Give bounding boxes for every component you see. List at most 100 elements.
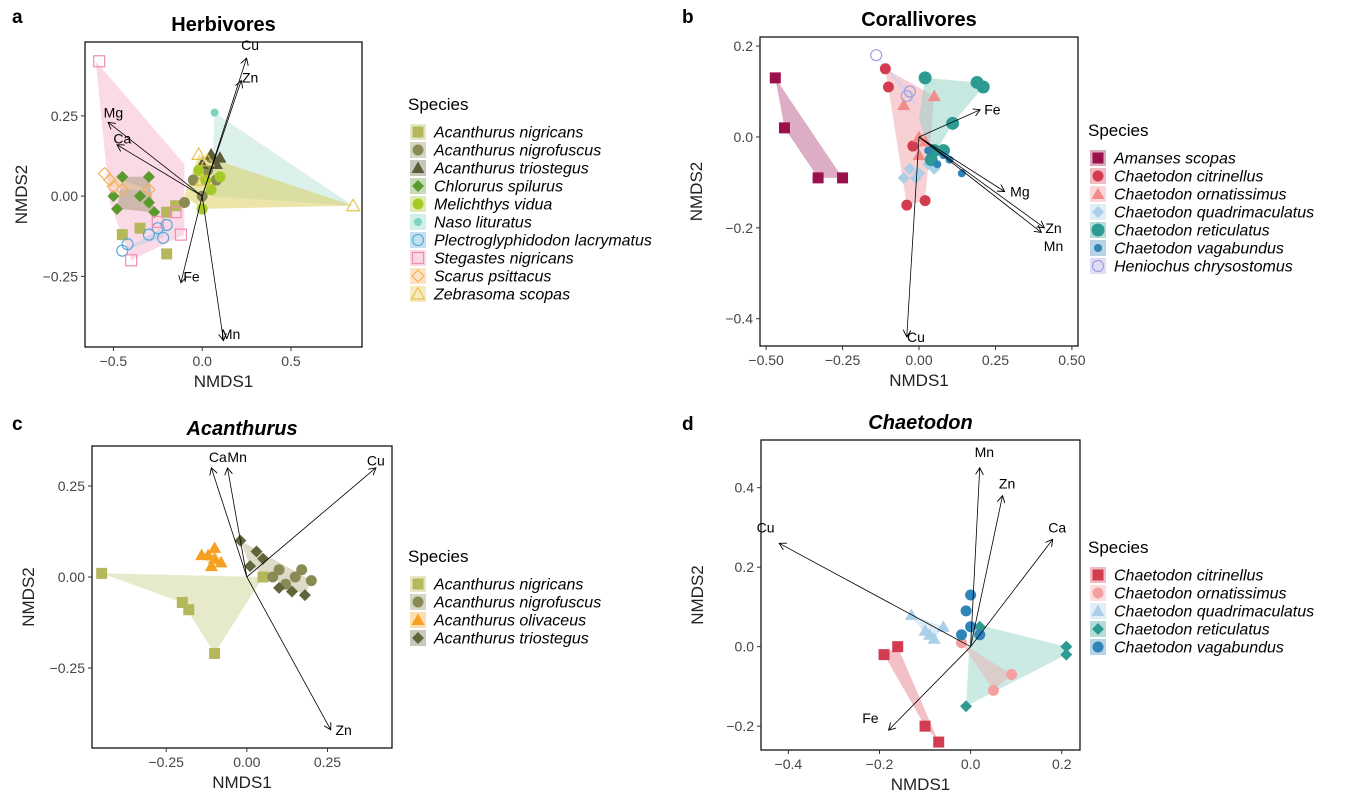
- vector-arrow: [227, 468, 248, 578]
- data-point: [151, 222, 164, 235]
- vector-arrow: [201, 81, 241, 197]
- legend-item: Plectroglyphidodon lacrymatus: [434, 233, 652, 250]
- data-point: [193, 164, 205, 176]
- data-point: [106, 179, 121, 194]
- y-tick-label: 0.2: [735, 559, 755, 575]
- vector-label: Zn: [1045, 220, 1061, 236]
- vector-label: Mn: [975, 444, 994, 460]
- data-point: [214, 555, 228, 568]
- data-point: [965, 621, 977, 633]
- data-point: [142, 196, 155, 209]
- data-point: [273, 564, 285, 576]
- legend-item: Chaetodon vagabundus: [1114, 241, 1284, 258]
- legend-key-marker: [412, 126, 424, 138]
- hull-polygon: [961, 642, 1012, 691]
- legend-item: Chlorurus spilurus: [434, 179, 563, 196]
- data-point: [897, 98, 911, 111]
- legend-key-marker: [411, 161, 425, 173]
- vector-arrow: [779, 543, 971, 648]
- hull-polygon: [184, 154, 354, 209]
- hull-polygon: [911, 614, 944, 639]
- y-tick-label: 0.0: [734, 129, 754, 145]
- x-tick-label: 0.5: [281, 353, 301, 369]
- legend-key-bg: [410, 250, 426, 266]
- vector-label: Ca: [209, 449, 227, 465]
- data-point: [107, 190, 120, 203]
- data-point: [987, 684, 999, 696]
- data-point: [161, 206, 173, 218]
- vector-arrow: [918, 136, 1044, 228]
- legend-key-marker: [1092, 152, 1104, 164]
- data-point: [882, 81, 894, 93]
- vector-label: Mn: [1044, 238, 1063, 254]
- x-axis-label: NMDS1: [889, 371, 949, 390]
- x-tick-label: −0.50: [748, 352, 784, 368]
- vector-arrow: [918, 136, 1005, 192]
- legend-item: Chaetodon ornatissimus: [1114, 586, 1287, 603]
- data-point: [244, 560, 257, 573]
- data-point: [199, 153, 216, 167]
- plot-area: [96, 534, 317, 659]
- data-point: [778, 122, 790, 134]
- data-point: [257, 571, 269, 583]
- data-point: [927, 89, 941, 102]
- y-tick-label: 0.2: [734, 38, 754, 54]
- data-point: [924, 146, 933, 155]
- y-tick-label: −0.25: [43, 268, 79, 284]
- vector-label: Cu: [757, 519, 775, 535]
- data-point: [960, 605, 972, 617]
- vector-label: Mg: [1010, 184, 1029, 200]
- data-point: [110, 202, 123, 215]
- data-point: [142, 228, 156, 241]
- y-tick-label: 0.4: [735, 480, 755, 496]
- legend-item: Amanses scopas: [1113, 151, 1236, 168]
- data-point: [170, 200, 182, 212]
- legend-key-marker: [412, 596, 424, 608]
- data-point: [957, 169, 966, 178]
- data-point: [213, 151, 227, 163]
- legend-item: Scarus psittacus: [434, 269, 551, 286]
- data-point: [904, 608, 918, 620]
- data-point: [178, 197, 190, 209]
- vector-arrow: [918, 136, 1041, 232]
- x-tick-label: 0.00: [233, 754, 260, 770]
- vector-label: Zn: [242, 69, 258, 85]
- legend-item: Acanthurus triostegus: [433, 631, 589, 648]
- vector-label: Mn: [227, 449, 246, 465]
- legend-key-marker: [411, 613, 425, 625]
- legend-item: Chaetodon citrinellus: [1114, 568, 1263, 585]
- x-tick-label: 0.0: [192, 353, 212, 369]
- data-point: [918, 624, 932, 636]
- y-tick-label: 0.25: [58, 478, 85, 494]
- data-point: [204, 559, 218, 572]
- data-point: [919, 720, 931, 732]
- x-axis-label: NMDS1: [194, 372, 254, 391]
- legend-title: Species: [408, 547, 468, 566]
- data-point: [214, 171, 226, 183]
- vector-label: Zn: [999, 476, 1015, 492]
- legend-title: Species: [1088, 121, 1148, 140]
- data-point: [267, 571, 279, 583]
- y-tick-label: −0.4: [725, 311, 753, 327]
- data-point: [927, 632, 941, 644]
- legend-key-marker: [412, 632, 424, 644]
- data-point: [151, 215, 164, 228]
- data-point: [901, 199, 913, 211]
- data-point: [345, 198, 361, 212]
- panel-letter: a: [12, 7, 23, 28]
- legend-key-marker: [412, 198, 424, 210]
- legend-key-marker: [411, 233, 425, 247]
- legend-key-marker: [1091, 223, 1105, 237]
- vector-label: Ca: [113, 130, 131, 146]
- data-point: [256, 552, 269, 565]
- vector-arrow: [201, 196, 223, 340]
- panel-letter: b: [682, 7, 694, 28]
- legend-item: Acanthurus triostegus: [433, 161, 589, 178]
- data-point: [1060, 648, 1073, 661]
- legend-item: Acanthurus nigrofuscus: [433, 143, 601, 160]
- legend-item: Chaetodon quadrimaculatus: [1114, 604, 1314, 621]
- vector-arrow: [970, 539, 1053, 647]
